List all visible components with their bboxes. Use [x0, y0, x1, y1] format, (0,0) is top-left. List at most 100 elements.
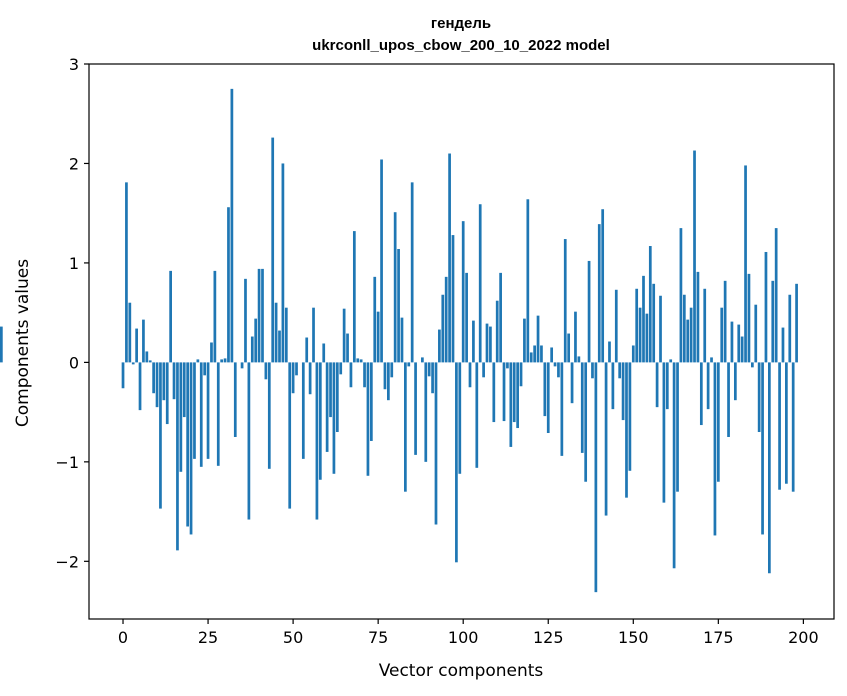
bar-57 [315, 362, 319, 520]
bar-137 [587, 260, 591, 363]
bar-94 [441, 294, 445, 363]
bar-110 [495, 300, 499, 363]
bar-198 [795, 283, 798, 363]
bar-79 [390, 362, 394, 378]
x-tick-label: 25 [198, 628, 218, 647]
bar-189 [764, 251, 768, 363]
bar-180 [733, 362, 737, 401]
bar-103 [472, 320, 475, 363]
bar-82 [400, 317, 404, 363]
bar-51 [295, 362, 298, 376]
x-tick-label: 0 [118, 628, 128, 647]
bar-183 [744, 165, 747, 363]
bar-147 [621, 362, 625, 421]
bar-91 [431, 362, 434, 394]
bar-46 [278, 330, 281, 363]
bar-83 [404, 362, 407, 492]
bar-119 [526, 199, 530, 363]
bar-175 [716, 362, 720, 482]
bar-70 [359, 359, 363, 363]
bar-60 [325, 362, 329, 452]
bar-143 [608, 341, 611, 363]
bar-78 [387, 362, 390, 401]
bar-118 [523, 318, 526, 363]
bar-1 [125, 182, 128, 363]
bar-28 [216, 362, 220, 466]
bar-10 [155, 362, 159, 408]
bar-159 [662, 362, 666, 503]
bar-8 [148, 360, 152, 363]
bar-162 [672, 362, 676, 569]
y-tick-label: 3 [69, 55, 79, 74]
bar-146 [618, 362, 622, 379]
x-tick-label: 200 [788, 628, 819, 647]
bar-176 [720, 307, 724, 363]
bar-154 [645, 313, 649, 363]
bar-195 [785, 362, 788, 484]
bar-53 [301, 362, 305, 459]
bar-32 [230, 88, 234, 363]
bar-134 [577, 356, 581, 363]
bar-48 [284, 307, 288, 363]
bar-168 [693, 150, 696, 363]
bar-164 [679, 228, 683, 363]
x-tick-label: 100 [448, 628, 479, 647]
bar-44 [271, 137, 275, 363]
bar-33 [233, 362, 237, 437]
x-axis-label: Vector components [379, 661, 544, 681]
bar-151 [635, 288, 639, 363]
bar-171 [703, 288, 707, 363]
bar-88 [421, 357, 424, 363]
bar-39 [254, 318, 258, 363]
bar-133 [574, 311, 577, 363]
bar-21 [193, 362, 196, 459]
bar-66 [346, 333, 349, 363]
bar-17 [179, 362, 183, 472]
x-tick-label: 150 [618, 628, 649, 647]
bar-150 [631, 345, 635, 363]
bar-193 [778, 362, 781, 490]
bar-104 [475, 362, 479, 468]
x-tick-label: 75 [368, 628, 388, 647]
bar-15 [172, 362, 176, 400]
bar-73 [369, 362, 373, 441]
bar-67 [349, 362, 353, 388]
bar-167 [689, 307, 693, 363]
bar-41 [261, 268, 264, 363]
bar-58 [318, 362, 322, 480]
bar-186 [754, 304, 758, 363]
bar-115 [512, 362, 516, 423]
bar-50 [291, 362, 295, 394]
bar-23 [199, 362, 203, 467]
bar-136 [584, 362, 588, 482]
bar-30 [223, 358, 227, 363]
x-axis: 0 25 50 75 100 125 150 175 200 [118, 619, 819, 647]
bar-38 [250, 336, 254, 363]
bar-49 [288, 362, 292, 509]
bar-153 [642, 275, 645, 363]
bar-76 [380, 159, 383, 363]
bar-14 [169, 270, 172, 363]
bar-65 [342, 308, 346, 363]
bar-181 [737, 324, 741, 363]
bar-undefined [0, 326, 3, 363]
bar-84 [407, 362, 411, 367]
bar-40 [257, 268, 261, 363]
bar-7 [145, 351, 149, 363]
bar-174 [713, 362, 717, 536]
bar-2 [128, 302, 132, 363]
bar-3 [131, 362, 135, 365]
bar-86 [414, 362, 417, 455]
x-tick-label: 50 [283, 628, 303, 647]
bar-99 [458, 362, 462, 474]
plot-area [89, 64, 834, 619]
bar-68 [352, 231, 356, 363]
bar-105 [478, 204, 482, 363]
bar-192 [774, 228, 778, 363]
bar-55 [308, 362, 312, 395]
bar-135 [580, 362, 584, 453]
bar-138 [591, 362, 594, 379]
bar-155 [648, 246, 652, 363]
bar-157 [655, 362, 659, 408]
